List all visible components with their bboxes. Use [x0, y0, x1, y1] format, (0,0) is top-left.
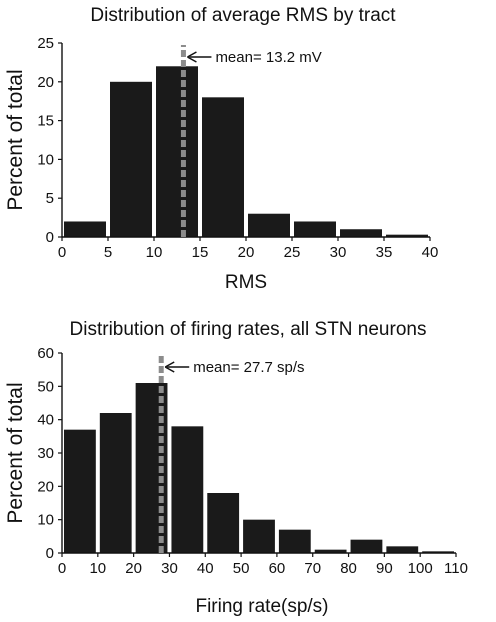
x-tick-label: 60	[269, 560, 286, 577]
histogram-bar	[110, 81, 152, 237]
x-tick-label: 80	[340, 560, 357, 577]
x-tick-label: 5	[104, 244, 112, 261]
x-tick-label: 40	[197, 560, 214, 577]
y-tick-label: 5	[46, 190, 54, 207]
x-tick-label: 25	[284, 244, 301, 261]
histogram-bar	[248, 213, 290, 237]
x-tick-label: 100	[408, 560, 433, 577]
x-tick-label: 20	[238, 244, 255, 261]
chart-title: Distribution of firing rates, all STN ne…	[70, 319, 427, 340]
x-tick-label: 90	[376, 560, 393, 577]
histogram-bar	[386, 234, 428, 237]
x-axis-label: RMS	[225, 272, 267, 293]
mean-arrow-head	[164, 361, 175, 373]
x-tick-label: 15	[192, 244, 209, 261]
histogram-bar	[294, 221, 336, 237]
histogram-bar	[314, 549, 347, 553]
x-tick-label: 30	[161, 560, 178, 577]
firing-rate-histogram-panel: Distribution of firing rates, all STN ne…	[4, 319, 468, 617]
histogram-bar	[171, 426, 204, 553]
histogram-bar	[202, 97, 244, 237]
histogram-bar	[99, 413, 132, 553]
x-tick-label: 70	[304, 560, 321, 577]
y-tick-label: 0	[46, 229, 54, 246]
y-tick-label: 10	[37, 151, 54, 168]
x-tick-label: 30	[330, 244, 347, 261]
y-tick-label: 20	[37, 478, 54, 495]
mean-label: mean= 27.7 sp/s	[193, 359, 304, 376]
y-axis-label: Percent of total	[4, 69, 27, 210]
histogram-bar	[340, 229, 382, 237]
y-tick-label: 25	[37, 35, 54, 52]
histogram-bar	[156, 66, 198, 237]
histogram-bar	[64, 221, 106, 237]
y-tick-label: 30	[37, 445, 54, 462]
histogram-bar	[207, 493, 240, 553]
histogram-bar	[64, 429, 96, 553]
plot-area: 0 10 20 30 40 50 60 70 80 90 100 110 0 10 20 30 40 50 60 me…	[37, 345, 468, 577]
histogram-bar	[243, 519, 275, 553]
y-tick-label: 20	[37, 74, 54, 91]
y-tick-label: 50	[37, 378, 54, 395]
histogram-bar	[422, 551, 454, 553]
x-tick-label: 35	[376, 244, 393, 261]
histogram-bar	[386, 546, 419, 553]
histogram-bar	[350, 539, 383, 553]
histogram-bar	[278, 529, 311, 553]
x-tick-label: 40	[422, 244, 439, 261]
x-tick-label: 0	[58, 560, 66, 577]
mean-arrow-head	[187, 51, 197, 63]
y-tick-label: 10	[37, 512, 54, 529]
x-tick-label: 10	[146, 244, 163, 261]
x-tick-label: 20	[125, 560, 142, 577]
y-tick-label: 15	[37, 113, 54, 130]
x-axis-label: Firing rate(sp/s)	[195, 596, 328, 617]
x-tick-label: 10	[89, 560, 106, 577]
y-axis-label: Percent of total	[4, 382, 27, 523]
mean-label: mean= 13.2 mV	[215, 49, 321, 66]
y-tick-label: 60	[37, 345, 54, 362]
x-tick-label: 50	[233, 560, 250, 577]
plot-area: 0 5 10 15 20 25 30 35 40 0 5 10 15 20 25 mean= 13.2 mV	[37, 35, 438, 261]
y-tick-label: 0	[46, 545, 54, 562]
rms-histogram-panel: Distribution of average RMS by tract Per…	[4, 5, 438, 293]
y-tick-label: 40	[37, 412, 54, 429]
x-tick-label: 0	[58, 244, 66, 261]
x-tick-label: 110	[444, 560, 468, 577]
chart-title: Distribution of average RMS by tract	[90, 5, 396, 26]
